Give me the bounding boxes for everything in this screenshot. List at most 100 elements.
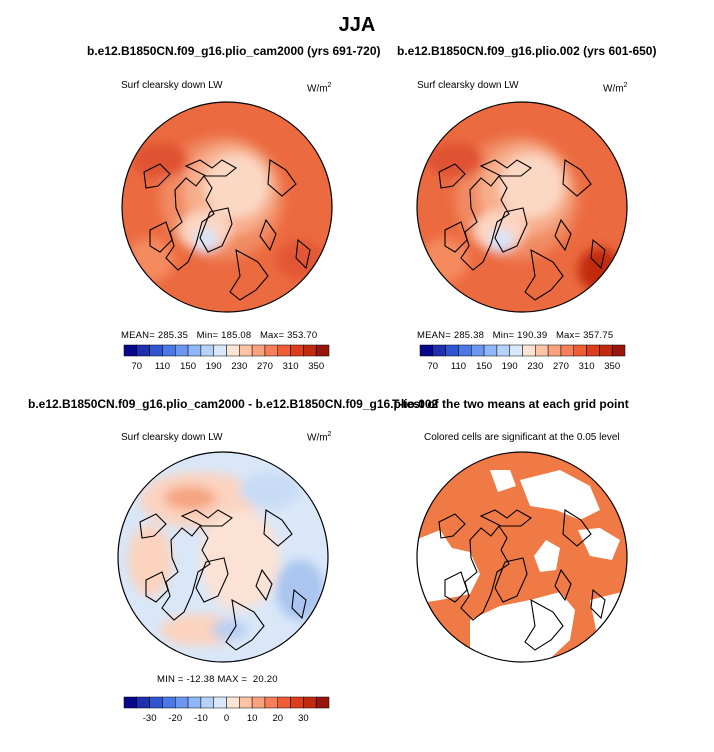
colorbar-1-tick-label: 350 (308, 361, 324, 372)
colorbar-1-swatch (136, 344, 150, 357)
map-1-coastlines (143, 159, 311, 301)
panel-1-stats: MEAN= 285.35 Min= 185.08 Max= 353.70 (121, 330, 318, 341)
colorbar-3: -30 -20 -10 0 10 20 30 (123, 696, 330, 724)
colorbar-1-tick-label: 110 (155, 361, 170, 372)
colorbar-1-swatch (175, 344, 189, 357)
map-2 (416, 101, 628, 313)
map-1 (121, 101, 333, 313)
panel-2-variable: Surf clearsky down LW (417, 80, 519, 91)
colorbar-3-tick-label: 20 (272, 713, 283, 724)
colorbar-3-swatch (187, 696, 202, 709)
colorbar-3-swatch (200, 696, 214, 709)
colorbar-2-swatch (573, 344, 587, 357)
map-1-field (126, 136, 324, 282)
colorbar-2-swatch (547, 344, 562, 357)
map-1-border (121, 101, 333, 313)
colorbar-2-tick-label: 70 (428, 361, 439, 372)
colorbar-1-tick-label: 230 (231, 361, 247, 372)
colorbar-2-swatch (599, 344, 613, 357)
colorbar-2-tick-label: 110 (451, 361, 466, 372)
colorbar-1-swatch (251, 344, 266, 357)
colorbar-3-tick-label: -30 (143, 713, 157, 724)
colorbar-2-swatch (432, 344, 446, 357)
panel-2-title: b.e12.B1850CN.f09_g16.plio.002 (yrs 601-… (397, 44, 657, 58)
colorbar-3-tick-label: 10 (247, 713, 258, 724)
colorbar-1: 70 110 150 190 230 270 310 350 (123, 344, 330, 372)
colorbar-3-swatch (123, 696, 138, 709)
colorbar-2-tick-label: 310 (579, 361, 595, 372)
colorbar-2-swatch (535, 344, 549, 357)
colorbar-2-swatch (496, 344, 510, 357)
figure-title: JJA (338, 14, 376, 36)
map-3-coastlines (139, 509, 307, 651)
colorbar-1-swatch (162, 344, 176, 357)
colorbar-2-swatch (560, 344, 574, 357)
colorbar-3-swatch (303, 696, 317, 709)
map-3 (117, 451, 329, 663)
colorbar-3-tick-label: -20 (168, 713, 182, 724)
colorbar-2-swatch (471, 344, 485, 357)
colorbar-1-swatch (315, 344, 330, 357)
colorbar-2-tick-label: 230 (527, 361, 543, 372)
colorbar-1-swatch (123, 344, 138, 357)
colorbar-2-tick-label: 150 (476, 361, 492, 372)
colorbar-1-swatch (303, 344, 317, 357)
colorbar-1-swatch (290, 344, 304, 357)
colorbar-1-swatch (187, 344, 202, 357)
colorbar-3-swatch (175, 696, 189, 709)
colorbar-3-swatch (315, 696, 330, 709)
colorbar-3-swatch (251, 696, 266, 709)
colorbar-2-swatch (611, 344, 626, 357)
colorbar-1-swatch (277, 344, 291, 357)
colorbar-1-swatch (200, 344, 214, 357)
map-3-field (128, 472, 324, 646)
colorbar-2-swatch (522, 344, 536, 357)
colorbar-3-swatch (290, 696, 304, 709)
colorbar-1-tick-label: 70 (132, 361, 143, 372)
colorbar-2-swatch (419, 344, 434, 357)
colorbar-1-swatch (149, 344, 163, 357)
map-4-border (416, 451, 628, 663)
map-3-border (117, 451, 329, 663)
colorbar-1-tick-label: 190 (206, 361, 222, 372)
colorbar-1-tick-label: 270 (257, 361, 273, 372)
colorbar-3-swatch (239, 696, 253, 709)
colorbar-2-swatch (509, 344, 523, 357)
map-2-coastlines (438, 159, 606, 301)
map-4-coastlines (438, 509, 606, 651)
colorbar-2-swatch (445, 344, 459, 357)
map-2-field (421, 136, 622, 292)
colorbar-1-swatch (264, 344, 278, 357)
colorbar-3-swatch (277, 696, 291, 709)
colorbar-1-tick-label: 310 (283, 361, 299, 372)
map-2-border (416, 101, 628, 313)
colorbar-1-tick-label: 150 (180, 361, 196, 372)
panel-3-title: b.e12.B1850CN.f09_g16.plio_cam2000 - b.e… (28, 397, 439, 411)
colorbar-3-tick-label: 0 (224, 713, 229, 724)
colorbar-3-swatch (213, 696, 227, 709)
map-4 (416, 451, 628, 663)
panel-3-variable: Surf clearsky down LW (121, 432, 223, 443)
colorbar-2-swatch (586, 344, 600, 357)
panel-1-title: b.e12.B1850CN.f09_g16.plio_cam2000 (yrs … (87, 44, 381, 58)
panel-1-units: W/m2 (307, 82, 332, 95)
colorbar-3-swatch (264, 696, 278, 709)
colorbar-1-swatch (226, 344, 240, 357)
colorbar-2: 70 110 150 190 230 270 310 350 (419, 344, 626, 372)
panel-2-units: W/m2 (603, 82, 628, 95)
colorbar-2-tick-label: 270 (553, 361, 569, 372)
colorbar-2-tick-label: 190 (502, 361, 518, 372)
colorbar-3-swatch (162, 696, 176, 709)
panel-3-units: W/m2 (307, 431, 332, 444)
colorbar-2-swatch (458, 344, 472, 357)
panel-4-title: T-test of the two means at each grid poi… (392, 397, 629, 411)
panel-2-stats: MEAN= 285.38 Min= 190.39 Max= 357.75 (417, 330, 614, 341)
panel-4-variable: Colored cells are significant at the 0.0… (424, 432, 620, 443)
colorbar-3-swatch (136, 696, 150, 709)
colorbar-1-swatch (213, 344, 227, 357)
colorbar-3-swatch (226, 696, 240, 709)
colorbar-2-tick-label: 350 (604, 361, 620, 372)
panel-1-variable: Surf clearsky down LW (121, 80, 223, 91)
colorbar-3-tick-label: -10 (194, 713, 208, 724)
